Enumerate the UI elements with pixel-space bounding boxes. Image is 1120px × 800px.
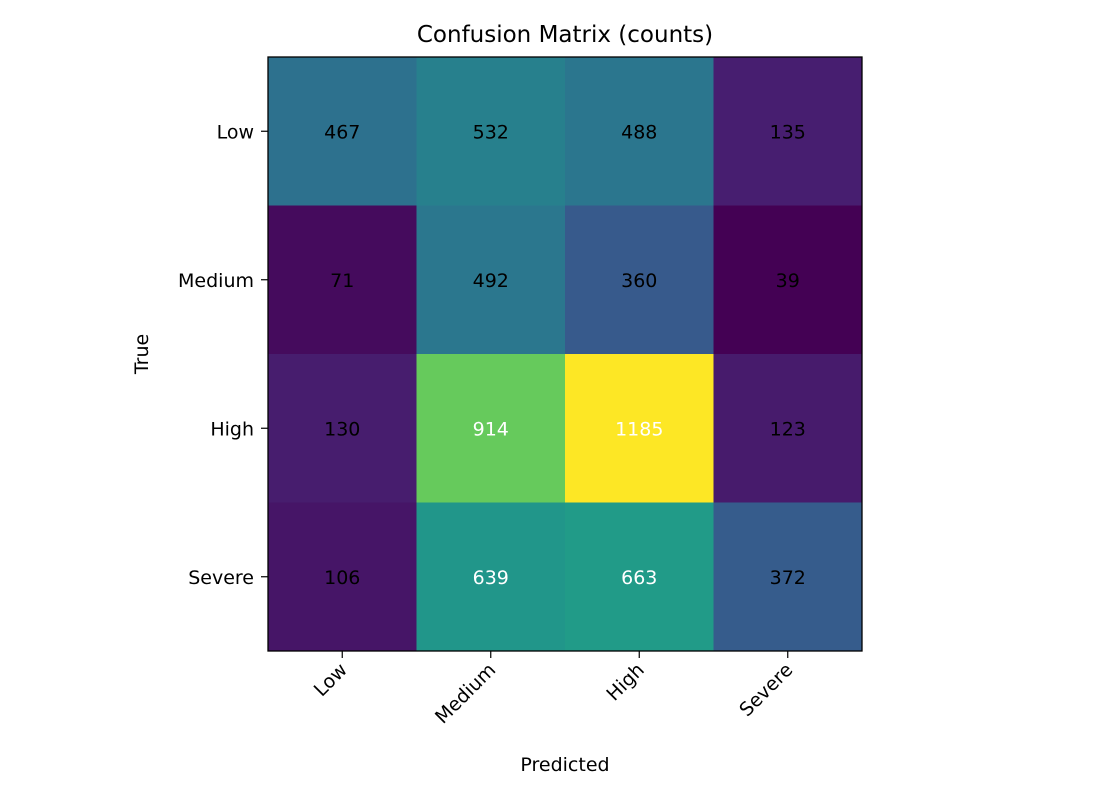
- heatmap-cell-1-1: [416, 205, 566, 355]
- cell-value-2-0: 130: [324, 418, 360, 440]
- heatmap-cell-0-2: [565, 57, 714, 206]
- plot-frame: [267, 56, 863, 652]
- cell-value-labels: 467 532 488 135 71 492 360 39 130 914 1185 123 106 63…: [324, 121, 806, 589]
- cell-value-0-0: 467: [324, 121, 360, 143]
- x-tick-label-2: High: [602, 659, 648, 705]
- heatmap-cell-1-2: [565, 205, 714, 355]
- x-tick-label-0: Low: [310, 659, 352, 701]
- y-tick-label-1: Medium: [178, 270, 254, 292]
- cell-value-3-1: 639: [473, 567, 509, 589]
- heatmap-cell-0-3: [713, 57, 863, 206]
- heatmap-cell-1-0: [268, 205, 417, 355]
- cell-value-2-1: 914: [473, 418, 509, 440]
- heatmap-cell-2-3: [713, 354, 863, 503]
- heatmap-cell-3-3: [713, 502, 863, 652]
- cell-value-1-3: 39: [776, 270, 800, 292]
- heatmap-cell-2-1: [416, 354, 566, 503]
- heatmap-cells: [268, 57, 863, 652]
- y-tick-label-3: Severe: [188, 567, 254, 589]
- x-axis-ticks: Low Medium High Severe: [310, 651, 797, 728]
- cell-value-1-0: 71: [330, 270, 354, 292]
- heatmap-cell-3-1: [416, 502, 566, 652]
- y-axis-label: True: [131, 334, 153, 375]
- cell-value-0-3: 135: [770, 121, 806, 143]
- cell-value-2-2: 1185: [615, 418, 663, 440]
- cell-value-0-2: 488: [621, 121, 657, 143]
- x-axis-label: Predicted: [520, 754, 609, 776]
- heatmap-cell-2-0: [268, 354, 417, 503]
- cell-value-0-1: 532: [473, 121, 509, 143]
- y-tick-label-0: Low: [217, 121, 254, 143]
- heatmap-cell-2-2: [565, 354, 714, 503]
- cell-value-1-2: 360: [621, 270, 657, 292]
- heatmap-cell-3-0: [268, 502, 417, 652]
- cell-value-2-3: 123: [770, 418, 806, 440]
- cell-value-3-2: 663: [621, 567, 657, 589]
- cell-value-1-1: 492: [473, 270, 509, 292]
- heatmap-cell-0-0: [268, 57, 417, 206]
- x-tick-label-3: Severe: [735, 659, 797, 721]
- heatmap-cell-3-2: [565, 502, 714, 652]
- x-tick-label-1: Medium: [431, 659, 500, 728]
- y-tick-label-2: High: [210, 418, 254, 440]
- heatmap-cell-0-1: [416, 57, 566, 206]
- cell-value-3-3: 372: [770, 567, 806, 589]
- heatmap-cell-1-3: [713, 205, 863, 355]
- chart-title: Confusion Matrix (counts): [417, 22, 713, 48]
- cell-value-3-0: 106: [324, 567, 360, 589]
- y-axis-ticks: Low Medium High Severe: [178, 121, 268, 589]
